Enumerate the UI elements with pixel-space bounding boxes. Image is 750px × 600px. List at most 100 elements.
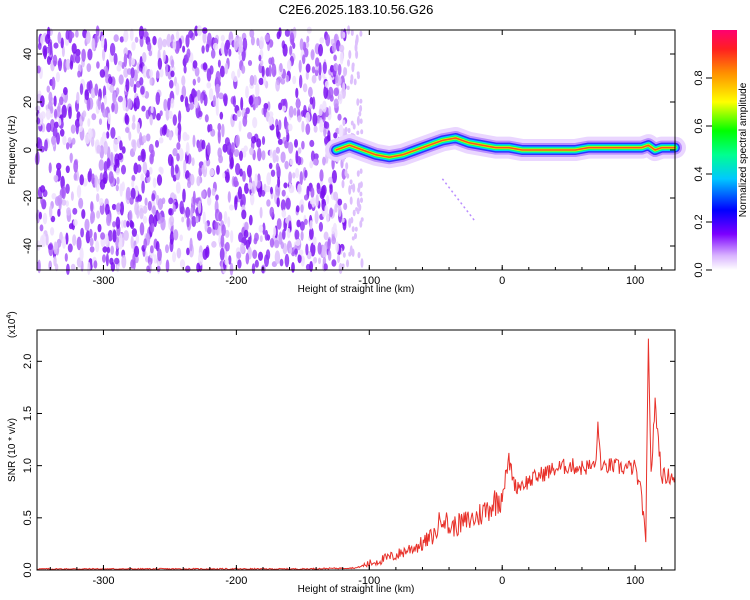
heatmap-noise-cell	[89, 237, 94, 247]
heatmap-noise-cell	[106, 213, 111, 226]
heatmap-noise-cell	[93, 231, 97, 242]
heatmap-noise-cell	[168, 197, 174, 205]
heatmap-noise-cell	[344, 169, 348, 177]
heatmap-noise-cell	[286, 59, 292, 71]
heatmap-noise-cell	[218, 211, 223, 222]
heatmap-noise-cell	[224, 171, 230, 183]
heatmap-noise-cell	[159, 167, 164, 175]
heatmap-noise-cell	[274, 239, 280, 249]
heatmap-noise-cell	[109, 84, 115, 93]
heatmap-noise-cell	[106, 246, 111, 254]
heatmap-noise-cell	[75, 122, 79, 135]
heatmap-noise-cell	[211, 187, 216, 196]
heatmap-noise-cell	[333, 54, 337, 62]
heatmap-noise-cell	[274, 250, 281, 265]
heatmap-noise-cell	[67, 243, 73, 253]
heatmap-noise-cell	[333, 98, 339, 109]
heatmap-noise-cell	[313, 125, 318, 133]
heatmap-noise-cell	[192, 60, 198, 69]
heatmap-noise-cell	[61, 185, 66, 200]
heatmap-noise-cell	[253, 74, 257, 86]
heatmap-noise-cell	[123, 219, 127, 228]
heatmap-noise-cell	[119, 36, 124, 43]
heatmap-noise-cell	[314, 68, 319, 77]
heatmap-noise-cell	[309, 160, 314, 169]
heatmap-noise-cell	[152, 35, 157, 46]
heatmap-noise-cell	[359, 220, 363, 228]
heatmap-noise-cell	[360, 129, 364, 135]
heatmap-noise-cell	[238, 120, 242, 132]
heatmap-noise-cell	[224, 258, 229, 266]
heatmap-noise-cell	[105, 253, 109, 267]
heatmap-noise-cell	[192, 90, 198, 98]
heatmap-noise-cell	[224, 42, 229, 57]
heatmap-noise-cell	[110, 262, 116, 272]
heatmap-noise-cell	[88, 168, 92, 179]
heatmap-noise-cell	[254, 173, 258, 187]
heatmap-noise-cell	[131, 57, 136, 66]
heatmap-noise-cell	[121, 254, 127, 269]
heatmap-noise-cell	[258, 54, 262, 62]
heatmap-noise-cell	[37, 138, 43, 151]
heatmap-noise-cell	[73, 159, 79, 173]
heatmap-noise-cell	[236, 251, 242, 259]
heatmap-noise-cell	[309, 96, 314, 105]
heatmap-noise-cell	[79, 83, 84, 95]
heatmap-noise-cell	[352, 123, 356, 130]
heatmap-noise-cell	[202, 211, 206, 225]
heatmap-noise-cell	[352, 209, 356, 217]
heatmap-noise-cell	[138, 25, 144, 40]
heatmap-noise-cell	[233, 37, 239, 51]
heatmap-noise-cell	[131, 180, 135, 188]
heatmap-noise-cell	[40, 111, 46, 119]
heatmap-noise-cell	[170, 65, 176, 72]
heatmap-noise-cell	[297, 147, 302, 154]
heatmap-noise-cell	[282, 229, 286, 240]
heatmap-noise-cell	[250, 36, 255, 46]
heatmap-noise-cell	[102, 171, 108, 184]
heatmap-noise-cell	[284, 160, 289, 170]
heatmap-noise-cell	[185, 170, 190, 179]
heatmap-noise-cell	[172, 251, 177, 263]
heatmap-noise-cell	[115, 203, 121, 212]
heatmap-secondary-branch	[441, 178, 477, 223]
heatmap-noise-cell	[86, 97, 91, 111]
heatmap-noise-cell	[172, 148, 178, 157]
heatmap-noise-cell	[295, 87, 299, 99]
heatmap-noise-cell	[110, 245, 115, 255]
heatmap-noise-cell	[144, 197, 148, 206]
heatmap-noise-cell	[265, 185, 271, 193]
heatmap-noise-cell	[189, 52, 194, 63]
heatmap-noise-cell	[336, 254, 341, 263]
heatmap-noise-cell	[360, 217, 364, 222]
heatmap-noise-cell	[112, 229, 117, 243]
heatmap-noise-cell	[359, 105, 363, 112]
y-tick-label: 0.5	[22, 510, 34, 525]
heatmap-noise-cell	[61, 199, 67, 206]
heatmap-noise-cell	[354, 226, 358, 232]
heatmap-noise-cell	[292, 172, 296, 179]
heatmap-noise-cell	[252, 117, 258, 129]
heatmap-noise-cell	[244, 111, 248, 120]
heatmap-noise-cell	[222, 172, 226, 179]
heatmap-noise-cell	[333, 63, 339, 72]
x-tick-label: -100	[358, 275, 380, 287]
heatmap-noise-cell	[322, 244, 327, 259]
heatmap-noise-cell	[279, 62, 283, 73]
heatmap-noise-cell	[211, 241, 217, 248]
heatmap-noise-cell	[50, 227, 55, 236]
heatmap-noise-cell	[259, 206, 263, 219]
heatmap-noise-cell	[169, 79, 174, 89]
heatmap-noise-cell	[354, 43, 358, 53]
heatmap-noise-cell	[131, 122, 136, 130]
heatmap-noise-cell	[241, 209, 247, 220]
heatmap-noise-cell	[65, 200, 69, 207]
heatmap-noise-cell	[237, 36, 243, 49]
heatmap-noise-cell	[169, 215, 175, 227]
heatmap-noise-cell	[65, 165, 70, 174]
heatmap-noise-cell	[176, 142, 181, 150]
heatmap-noise-cell	[359, 168, 363, 174]
x-tick-label: -200	[225, 275, 247, 287]
heatmap-noise-cell	[283, 182, 288, 189]
